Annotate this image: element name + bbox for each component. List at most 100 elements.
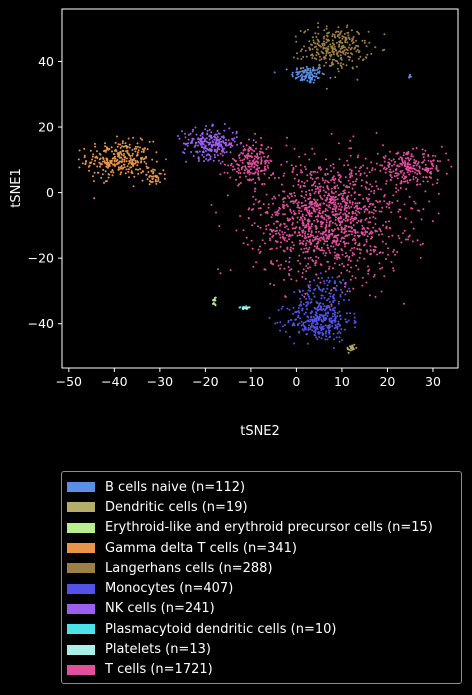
data-point <box>323 242 325 245</box>
data-point <box>310 223 313 226</box>
data-point <box>384 220 387 223</box>
data-point <box>299 317 302 320</box>
data-point <box>142 151 145 153</box>
data-point <box>213 138 216 141</box>
data-point <box>266 160 269 162</box>
data-point <box>304 321 307 324</box>
data-point <box>313 295 316 298</box>
data-point <box>326 315 329 318</box>
data-point <box>218 141 221 144</box>
data-point <box>157 180 159 183</box>
data-point <box>222 141 225 144</box>
data-point <box>357 154 360 157</box>
legend: B cells naive (n=112) Dendritic cells (n=… <box>61 471 462 684</box>
data-point <box>340 237 343 240</box>
data-point <box>300 320 303 323</box>
data-point <box>317 247 320 250</box>
data-point <box>291 222 294 224</box>
data-point <box>384 171 387 174</box>
data-point <box>288 261 291 263</box>
legend-label: Platelets (n=13) <box>105 642 211 658</box>
data-point <box>248 165 251 168</box>
data-point <box>344 252 347 255</box>
data-point <box>344 46 346 49</box>
data-point <box>238 157 241 159</box>
data-point <box>131 158 134 161</box>
data-point <box>216 139 219 142</box>
data-point <box>375 131 378 134</box>
data-point <box>301 272 304 274</box>
data-point <box>177 135 179 137</box>
data-point <box>277 232 280 235</box>
data-point <box>105 165 108 168</box>
data-point <box>297 72 300 75</box>
data-point <box>334 190 337 193</box>
data-point <box>152 168 155 171</box>
data-point <box>184 136 187 139</box>
data-point <box>118 151 120 154</box>
data-point <box>304 49 307 52</box>
data-point <box>329 220 332 223</box>
data-point <box>310 203 313 206</box>
data-point <box>192 155 195 157</box>
data-point <box>326 215 329 218</box>
data-point <box>338 275 341 278</box>
data-point <box>394 161 397 163</box>
data-point <box>254 132 257 135</box>
data-point <box>429 167 432 170</box>
data-point <box>252 161 255 164</box>
data-point <box>298 304 301 307</box>
data-point <box>304 153 307 156</box>
data-point <box>319 67 322 69</box>
data-point <box>347 164 350 167</box>
data-point <box>158 172 161 175</box>
data-point <box>360 166 363 168</box>
data-point <box>106 166 109 169</box>
data-point <box>412 227 415 230</box>
data-point <box>300 324 303 327</box>
data-point <box>304 230 307 233</box>
data-point <box>125 160 128 163</box>
data-point <box>371 231 374 234</box>
data-point <box>306 250 309 253</box>
data-point <box>339 175 342 178</box>
data-point <box>333 282 336 285</box>
data-point <box>226 194 229 197</box>
data-point <box>126 151 129 154</box>
data-point <box>151 178 154 180</box>
data-point <box>210 203 213 206</box>
data-point <box>311 78 313 81</box>
data-point <box>324 213 327 216</box>
data-point <box>363 243 366 246</box>
data-point <box>413 168 416 171</box>
data-point <box>353 312 356 315</box>
legend-item: Dendritic cells (n=19) <box>67 497 461 517</box>
data-point <box>252 144 255 147</box>
data-point <box>165 158 167 161</box>
data-point <box>305 270 308 273</box>
data-point <box>254 141 257 144</box>
data-point <box>218 225 221 228</box>
data-point <box>368 268 371 271</box>
data-point <box>259 213 262 216</box>
data-point <box>351 247 353 250</box>
data-point <box>237 172 240 174</box>
data-point <box>323 64 326 67</box>
data-point <box>331 177 334 180</box>
data-point <box>315 75 318 78</box>
data-point <box>346 346 349 349</box>
data-point <box>374 168 377 171</box>
data-point <box>266 164 269 167</box>
data-point <box>292 56 295 59</box>
data-point <box>123 160 126 163</box>
data-point <box>331 309 334 311</box>
data-point <box>375 185 378 187</box>
data-point <box>336 53 339 56</box>
data-point <box>393 175 396 178</box>
data-point <box>316 338 319 341</box>
data-point <box>186 144 189 147</box>
data-point <box>318 182 321 185</box>
data-point <box>355 50 358 53</box>
data-point <box>385 180 388 183</box>
data-point <box>294 231 296 234</box>
